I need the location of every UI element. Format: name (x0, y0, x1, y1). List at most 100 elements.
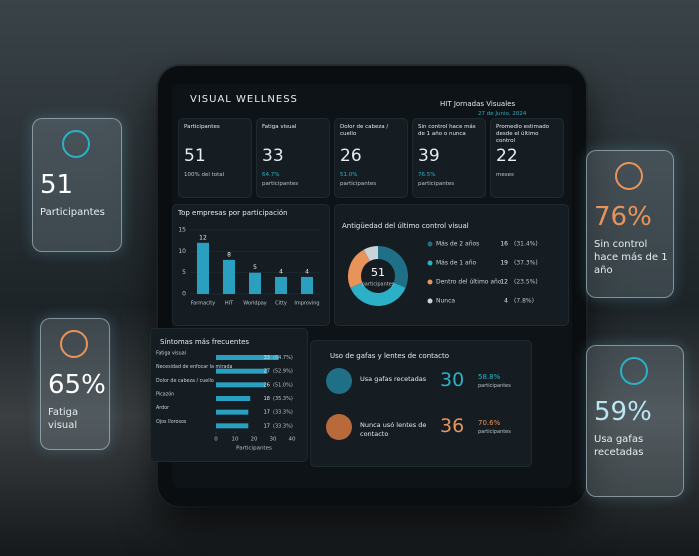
legend-value: 16 (500, 241, 508, 248)
floating-icon (615, 162, 643, 190)
value-label: 4 (279, 268, 283, 275)
legend-share: (31.4%) (514, 241, 538, 248)
panel-title: Antigüedad del último control visual (342, 222, 469, 230)
kpi-pct: 64.7% (262, 172, 280, 178)
floating-card (586, 150, 674, 298)
donut-segment (348, 249, 371, 288)
legend-value: 4 (504, 298, 508, 305)
share-label: (33.3%) (273, 410, 293, 416)
share-label: (64.7%) (273, 355, 293, 361)
value-label: 26 (264, 382, 270, 388)
icon (326, 414, 352, 440)
legend-label: Más de 2 años (436, 241, 479, 248)
donut-center-label: participantes (362, 282, 395, 288)
legend-share: (23.5%) (514, 279, 538, 286)
kpi-label: Fatiga visual (262, 124, 297, 130)
kpi-card (412, 118, 486, 198)
kpi-pct: 76.5% (418, 172, 436, 178)
legend-dot (427, 279, 433, 285)
y-tick-label: 15 (178, 227, 186, 234)
symptoms-chart: 0 10 20 30 40 Participantes Fatiga visual 33 (64… (156, 351, 296, 452)
y-tick-label: 0 (182, 291, 186, 298)
floating-value: 65% (48, 370, 106, 400)
panel-title: Uso de gafas y lentes de contacto (330, 352, 450, 360)
category-label: Picazón (156, 391, 174, 398)
bar (216, 382, 266, 388)
floating-label: Participantes (40, 207, 105, 218)
category-label: Fatiga visual (156, 351, 186, 357)
donut-segment (350, 282, 406, 306)
value-label: 17 (264, 423, 270, 429)
bar (223, 259, 235, 294)
kpi-note: participantes (262, 181, 299, 187)
kpi-card (490, 118, 564, 198)
row-pct: 70.6% (478, 419, 501, 427)
kpi-card (178, 118, 252, 198)
companies-chart: 0 5 10 15 12 Farmacity 8 HIT 5 Worldpay 4 Citty 4 Imp… (178, 227, 320, 307)
kpi-label: Dolor de cabeza / cuello (340, 124, 389, 137)
x-tick-label: 40 (289, 437, 296, 443)
bar (249, 272, 261, 294)
panel-title: Síntomas más frecuentes (160, 338, 250, 346)
x-tick-label: 30 (270, 437, 277, 443)
x-tick-label: 20 (251, 437, 258, 443)
row-label: Usa gafas recetadas (360, 375, 427, 383)
category-label: Dolor de cabeza / cuello (156, 378, 214, 384)
kpi-value: 26 (340, 146, 362, 166)
kpi-value: 22 (496, 146, 518, 166)
bar (216, 355, 279, 360)
legend-dot (427, 298, 433, 304)
floating-label: Fatiga visual (48, 407, 79, 431)
kpi-card (334, 118, 408, 198)
value-label: 33 (264, 355, 270, 361)
row-value: 30 (440, 369, 465, 391)
icon (326, 368, 352, 394)
floating-icon (60, 330, 88, 358)
value-label: 8 (227, 251, 231, 258)
row-note: participantes (478, 383, 511, 389)
x-tick-label: Farmacity (191, 301, 215, 307)
value-label: 18 (264, 396, 270, 402)
title: VISUAL WELLNESS (190, 94, 298, 105)
floating-value: 51 (40, 170, 74, 200)
x-tick-label: Improving (294, 301, 319, 307)
value-label: 5 (253, 264, 257, 271)
legend-share: (7.8%) (514, 298, 534, 305)
legend-label: Dentro del último año (436, 279, 502, 286)
floating-label: Sin control hace más de 1 año (594, 239, 668, 276)
value-label: 27 (264, 369, 270, 375)
row-value: 36 (440, 415, 465, 437)
bar (216, 396, 251, 401)
y-tick-label: 5 (182, 269, 186, 276)
share-label: (33.3%) (273, 423, 293, 429)
floating-icon (62, 130, 90, 158)
kpi-note: participantes (340, 181, 377, 187)
kpi-pct: 51.0% (340, 172, 358, 178)
control-panel (334, 204, 569, 326)
kpi-note: 100% del total (184, 172, 225, 178)
legend-value: 12 (500, 279, 508, 286)
share-label: (52.9%) (273, 369, 293, 375)
value-label: 4 (305, 268, 309, 275)
x-tick-label: 0 (214, 437, 218, 443)
category-label: Ojos llorosos (156, 419, 187, 425)
bar (301, 276, 313, 294)
legend-label: Más de 1 año (436, 260, 476, 267)
bar (197, 242, 209, 294)
date: 27 de Junio, 2024 (478, 111, 527, 117)
floating-icon (620, 357, 648, 385)
x-tick-label: 10 (232, 437, 239, 443)
legend-dot (427, 260, 433, 266)
event: HIT Jornadas Visuales (440, 100, 516, 108)
legend-value: 19 (500, 260, 508, 267)
row-label: Nunca usó lentes de contacto (360, 421, 427, 438)
legend-share: (37.3%) (514, 260, 538, 267)
y-tick-label: 10 (178, 248, 186, 255)
donut-center-value: 51 (371, 266, 385, 279)
bar (275, 276, 287, 294)
row-pct: 58.8% (478, 373, 501, 381)
value-label: 12 (199, 234, 207, 241)
kpi-label: Participantes (184, 124, 220, 130)
kpi-label: Sin control hace más de 1 año o nunca (418, 124, 476, 137)
